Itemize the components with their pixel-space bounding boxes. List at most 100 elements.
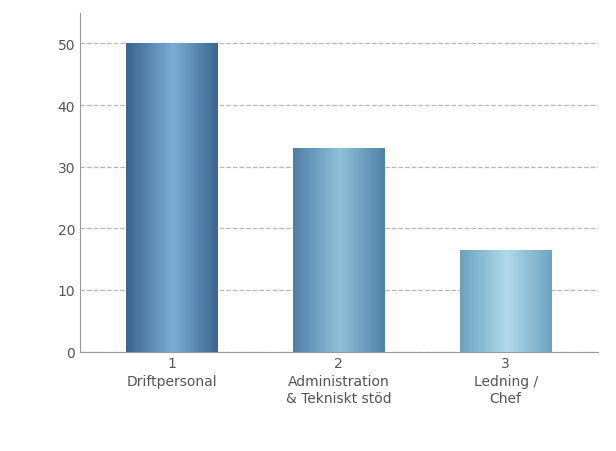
Bar <box>480 250 483 352</box>
Bar <box>188 44 190 352</box>
Bar <box>153 44 156 352</box>
Bar <box>179 44 181 352</box>
Bar <box>367 149 369 352</box>
Bar <box>357 149 360 352</box>
Bar <box>364 149 367 352</box>
Bar <box>314 149 316 352</box>
Bar <box>549 250 552 352</box>
Bar <box>368 149 371 352</box>
Bar <box>487 250 490 352</box>
Bar <box>149 44 152 352</box>
Bar <box>133 44 136 352</box>
Bar <box>334 149 337 352</box>
Bar <box>309 149 312 352</box>
Bar <box>483 250 485 352</box>
Bar <box>346 149 348 352</box>
Bar <box>506 250 508 352</box>
Bar <box>380 149 383 352</box>
Bar <box>185 44 188 352</box>
Bar <box>540 250 543 352</box>
Bar <box>165 44 168 352</box>
Bar <box>524 250 527 352</box>
Bar <box>307 149 309 352</box>
Bar <box>535 250 538 352</box>
Bar <box>206 44 209 352</box>
Bar <box>341 149 344 352</box>
Bar <box>522 250 524 352</box>
Bar <box>144 44 147 352</box>
Bar <box>169 44 172 352</box>
Bar <box>515 250 517 352</box>
Bar <box>325 149 328 352</box>
Bar <box>494 250 497 352</box>
Bar <box>383 149 385 352</box>
Bar <box>216 44 218 352</box>
Bar <box>351 149 353 352</box>
Bar <box>533 250 536 352</box>
Bar <box>538 250 540 352</box>
Bar <box>474 250 476 352</box>
Bar <box>140 44 142 352</box>
Bar <box>126 44 129 352</box>
Bar <box>316 149 318 352</box>
Bar <box>160 44 163 352</box>
Bar <box>302 149 305 352</box>
Bar <box>142 44 145 352</box>
Bar <box>323 149 325 352</box>
Bar <box>508 250 511 352</box>
Bar <box>517 250 520 352</box>
Bar <box>195 44 198 352</box>
Bar <box>320 149 323 352</box>
Bar <box>485 250 488 352</box>
Bar <box>545 250 548 352</box>
Bar <box>527 250 529 352</box>
Bar <box>519 250 522 352</box>
Bar <box>197 44 200 352</box>
Bar <box>348 149 351 352</box>
Bar <box>152 44 154 352</box>
Bar <box>467 250 469 352</box>
Bar <box>295 149 298 352</box>
Bar <box>355 149 357 352</box>
Bar <box>158 44 161 352</box>
Bar <box>336 149 339 352</box>
Bar <box>513 250 515 352</box>
Bar <box>168 44 170 352</box>
Bar <box>156 44 158 352</box>
Bar <box>300 149 302 352</box>
Bar <box>304 149 307 352</box>
Bar <box>298 149 300 352</box>
Bar <box>327 149 330 352</box>
Bar <box>490 250 492 352</box>
Bar <box>211 44 214 352</box>
Bar <box>476 250 479 352</box>
Bar <box>128 44 131 352</box>
Bar <box>352 149 355 352</box>
Bar <box>531 250 533 352</box>
Bar <box>174 44 177 352</box>
Bar <box>510 250 513 352</box>
Bar <box>499 250 501 352</box>
Bar <box>332 149 334 352</box>
Bar <box>311 149 314 352</box>
Bar <box>200 44 202 352</box>
Bar <box>181 44 184 352</box>
Bar <box>360 149 362 352</box>
Bar <box>330 149 332 352</box>
Bar <box>464 250 467 352</box>
Bar <box>213 44 216 352</box>
Bar <box>376 149 378 352</box>
Bar <box>371 149 373 352</box>
Bar <box>201 44 205 352</box>
Bar <box>204 44 206 352</box>
Bar <box>172 44 174 352</box>
Bar <box>462 250 464 352</box>
Bar <box>176 44 179 352</box>
Bar <box>503 250 506 352</box>
Bar <box>135 44 138 352</box>
Bar <box>478 250 481 352</box>
Bar <box>496 250 499 352</box>
Bar <box>460 250 463 352</box>
Bar <box>147 44 149 352</box>
Bar <box>184 44 186 352</box>
